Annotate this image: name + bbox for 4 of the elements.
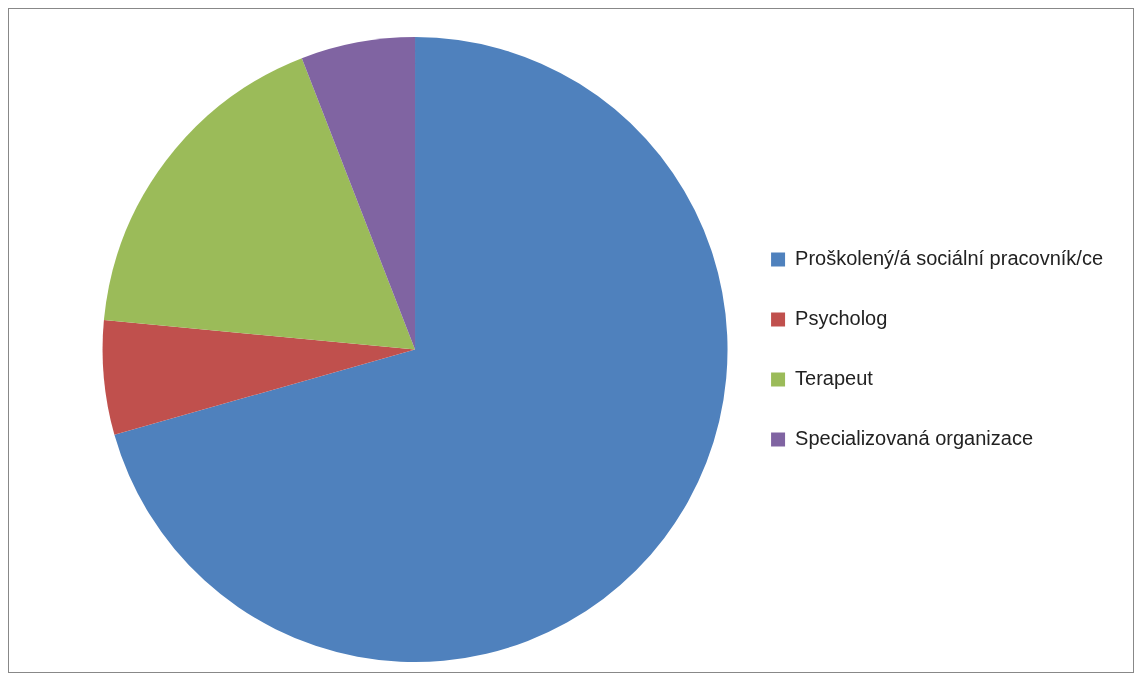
legend-label: Proškolený/á sociální pracovník/ce xyxy=(795,247,1104,270)
legend-label: Psycholog xyxy=(795,307,888,330)
legend-label: Specializovaná organizace xyxy=(795,427,1034,450)
legend-label: Terapeut xyxy=(795,367,874,390)
